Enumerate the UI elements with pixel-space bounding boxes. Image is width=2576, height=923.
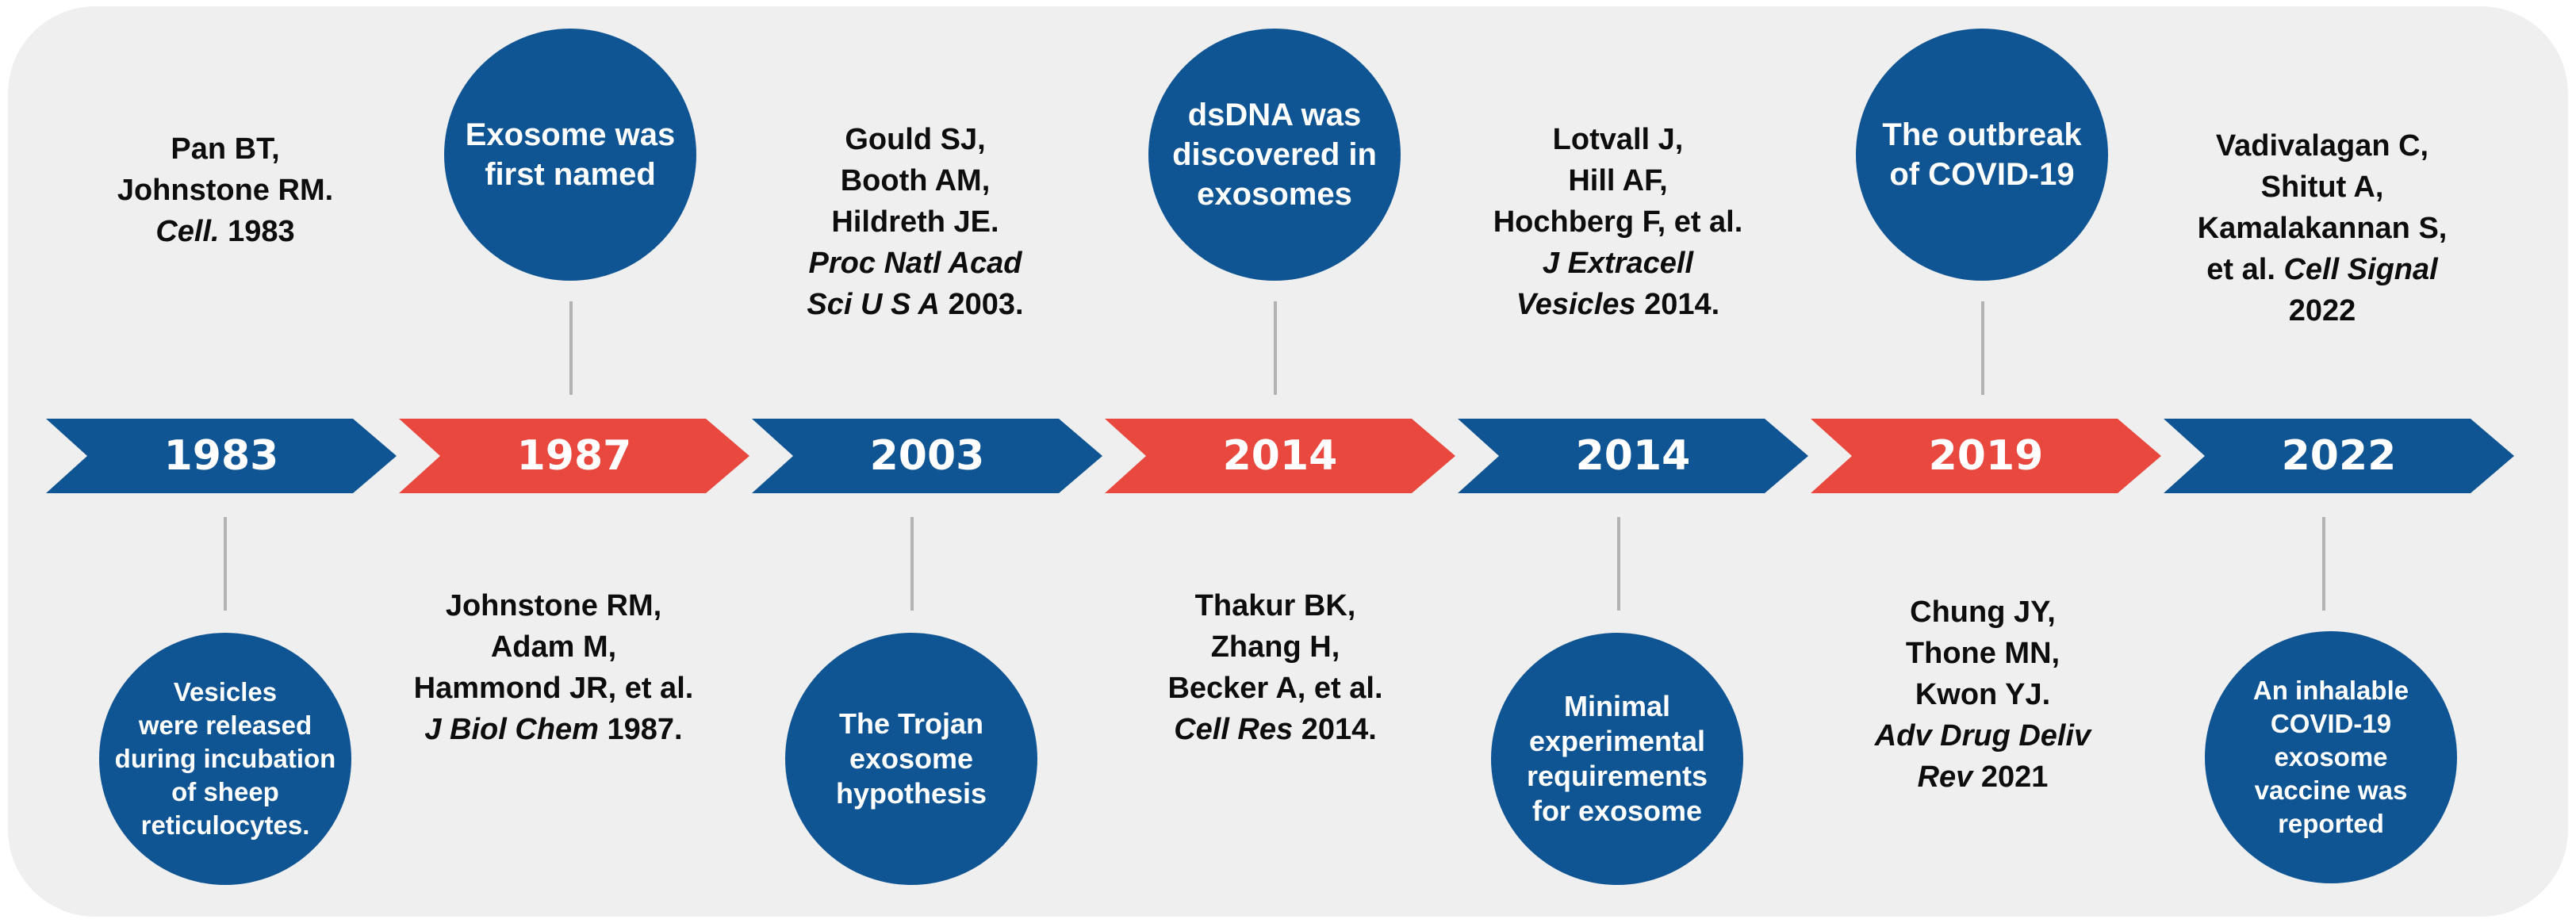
ref-line: Kamalakannan S, [2197,212,2448,245]
event-line: vaccine was [2254,776,2408,805]
event-line: The outbreak [1882,117,2082,152]
connector-line [1617,517,1620,611]
ref-line: Vesicles 2014. [1516,288,1720,321]
arrow-segment-2003: 2003 [752,419,1102,493]
arrow-shape [752,419,1102,493]
event-line: first named [485,157,656,192]
ref-line: Lotvall J, [1552,123,1684,156]
ref-line: Thone MN, [1905,637,2060,670]
connector-line [1274,301,1277,395]
ref-line: Johnstone RM. [117,174,334,207]
ref-line: Hammond JR, et al. [413,672,694,705]
arrow-segment-2022: 2022 [2164,419,2514,493]
ref-line: Gould SJ, [845,123,986,156]
event-circle-2014-a: dsDNA was discovered in exosomes [1148,29,1401,281]
ref-line: Zhang H, [1210,630,1340,664]
event-circle-2003: The Trojan exosome hypothesis [785,633,1037,885]
event-circle-2014-b: Minimal experimental requirements for ex… [1491,633,1743,885]
event-line: Exosome was [465,117,676,152]
event-line: for exosome [1531,795,1703,827]
ref-line: Cell Res 2014. [1174,713,1377,746]
arrow-shape [1811,419,2161,493]
event-line: exosomes [1197,177,1352,212]
year-label: 2022 [2282,432,2397,480]
event-circle-1987: Exosome was first named [444,29,696,281]
ref-line: Thakur BK, [1194,589,1356,622]
arrow-segment-2019: 2019 [1811,419,2161,493]
year-label: 1983 [164,432,279,480]
ref-line: Becker A, et al. [1167,672,1383,705]
connector-line [569,301,573,395]
year-label: 2014 [1223,432,1338,480]
ref-line: Cell. 1983 [155,215,295,248]
event-line: experimental [1528,725,1706,757]
ref-line: Hildreth JE. [831,205,999,239]
year-label: 1987 [517,432,632,480]
ref-line: Adv Drug Deliv [1874,719,2091,753]
arrow-shape [46,419,397,493]
connector-line [910,517,914,611]
ref-line: Vadivalagan C, [2215,129,2429,163]
ref-line: Shitut A, [2260,170,2384,204]
arrow-segment-1983: 1983 [46,419,397,493]
ref-line: Pan BT, [171,132,280,166]
arrow-segment-2014-a: 2014 [1105,419,1455,493]
event-line: Vesicles [173,677,278,707]
event-line: hypothesis [835,777,987,810]
event-line: Minimal [1563,690,1670,722]
connector-line [2322,517,2325,611]
connector-line [224,517,227,611]
ref-line: Hochberg F, et al. [1493,205,1743,239]
arrow-segment-1987: 1987 [399,419,749,493]
arrow-shape [1458,419,1808,493]
reference-1987: Johnstone RM, Adam M, Hammond JR, et al.… [379,585,728,750]
ref-line: Sci U S A 2003. [807,288,1024,321]
event-line: An inhalable [2252,676,2409,705]
reference-2014-b: Lotvall J, Hill AF, Hochberg F, et al. J… [1443,119,1792,325]
event-line: requirements [1526,760,1708,792]
ref-line: J Biol Chem 1987. [424,713,683,746]
connector-line [1981,301,1984,395]
ref-line: 2022 [2288,294,2356,327]
year-label: 2019 [1929,432,2044,480]
arrow-shape [2164,419,2514,493]
ref-line: et al. Cell Signal [2206,253,2438,286]
ref-line: Adam M, [490,630,617,664]
event-circle-2019: The outbreak of COVID-19 [1856,29,2108,281]
ref-line: J Extracell [1542,247,1694,280]
arrow-shape [399,419,749,493]
event-circle-1983: Vesicles were released during incubation… [99,633,351,885]
event-line: during incubation [114,744,336,773]
event-line: The Trojan [838,707,983,740]
reference-1983: Pan BT, Johnstone RM. Cell. 1983 [51,128,400,252]
arrow-shape [1105,419,1455,493]
ref-line: Booth AM, [840,164,991,197]
event-line: reported [2278,809,2384,838]
arrow-segment-2014-b: 2014 [1458,419,1808,493]
event-line: dsDNA was [1187,98,1362,132]
event-line: COVID-19 [2270,709,2392,738]
ref-line: Proc Natl Acad [808,247,1022,280]
ref-line: Johnstone RM, [445,589,662,622]
event-line: exosome [849,742,974,775]
ref-line: Rev 2021 [1917,760,2049,794]
reference-2019: Chung JY, Thone MN, Kwon YJ. Adv Drug De… [1808,592,2157,798]
event-line: reticulocytes. [140,810,310,840]
event-line: discovered in [1172,137,1377,172]
reference-2003: Gould SJ, Booth AM, Hildreth JE. Proc Na… [741,119,1090,325]
event-circle-2022: An inhalable COVID-19 exosome vaccine wa… [2205,631,2457,883]
event-line: were released [138,710,312,740]
year-label: 2003 [870,432,985,480]
reference-2014-a: Thakur BK, Zhang H, Becker A, et al. Cel… [1101,585,1450,750]
event-line: of sheep [171,777,279,806]
event-line: of COVID-19 [1889,157,2075,192]
ref-line: Hill AF, [1568,164,1668,197]
year-label: 2014 [1576,432,1691,480]
ref-line: Chung JY, [1910,596,2056,629]
event-line: exosome [2274,742,2388,772]
ref-line: Kwon YJ. [1915,678,2051,711]
reference-2022: Vadivalagan C, Shitut A, Kamalakannan S,… [2148,125,2497,331]
